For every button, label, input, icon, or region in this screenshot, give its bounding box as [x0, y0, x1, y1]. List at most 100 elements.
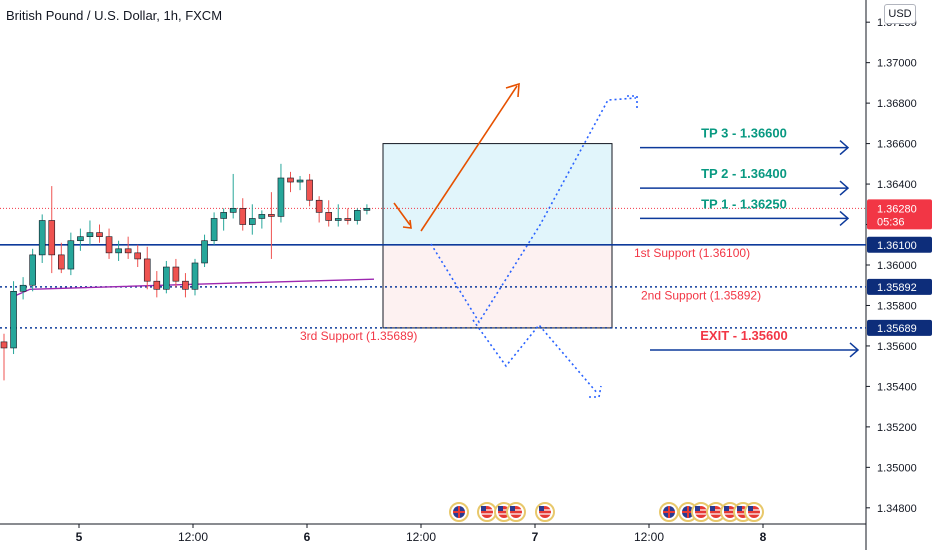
level-tag-value-1: 1.36100	[877, 240, 917, 252]
candle-body	[220, 212, 227, 219]
candle-body	[334, 218, 342, 221]
y-tick-label: 1.34800	[877, 503, 917, 515]
time-axis[interactable]: 5 12:00 6 12:00 7 12:00 8	[0, 523, 866, 544]
us-flag-icon[interactable]	[706, 502, 726, 522]
projection-path-down	[472, 319, 599, 395]
x-tick-label: 7	[532, 530, 539, 544]
profit-zone	[382, 143, 613, 246]
breakout-arrow-line	[420, 85, 518, 232]
currency-button[interactable]: USD	[884, 4, 916, 24]
target-arrow-head	[839, 210, 850, 226]
candle-body	[296, 179, 304, 183]
stop-zone	[382, 244, 613, 329]
y-tick-label: 1.36600	[877, 139, 917, 151]
candle-body	[57, 254, 65, 270]
support-label-3: 3rd Support (1.35689)	[300, 329, 417, 343]
y-tick-label: 1.36000	[877, 260, 917, 272]
breakout-arrow-head	[505, 82, 520, 98]
target-label-3: TP 1 - 1.36250	[701, 196, 787, 211]
target-label-1: TP 3 - 1.36600	[701, 126, 787, 141]
candle-body	[191, 262, 199, 290]
support-label-1: 1st Support (1.36100)	[634, 246, 750, 260]
level-tag-2	[867, 278, 932, 295]
target-label-2: TP 2 - 1.36400	[701, 166, 787, 181]
target-arrow-head	[849, 342, 860, 358]
candle-body	[48, 220, 56, 256]
candle-body	[354, 210, 361, 221]
candle-body	[77, 236, 84, 242]
y-tick-label: 1.35600	[877, 341, 917, 353]
candle-body	[277, 177, 285, 217]
y-tick-label: 1.37000	[877, 58, 917, 70]
level-tag-value-2: 1.35892	[877, 282, 917, 294]
candle-body	[258, 214, 266, 219]
y-tick-label: 1.36800	[877, 98, 917, 110]
candle-body	[163, 266, 170, 290]
support-levels: 1st Support (1.36100) 2nd Support (1.3589…	[0, 207, 866, 343]
projection-head-down	[589, 385, 602, 398]
target-arrow-head	[839, 180, 850, 196]
y-tick-label: 1.35200	[877, 422, 917, 434]
candle-body	[143, 258, 151, 282]
pullback-arrow-line	[393, 202, 411, 226]
projection-arrows	[393, 82, 638, 398]
candlesticks[interactable]	[0, 163, 371, 381]
candle-body	[10, 291, 17, 349]
candle-body	[134, 252, 141, 260]
projection-head-up	[627, 95, 638, 108]
candle-body	[38, 220, 46, 256]
us-flag-icon[interactable]	[477, 502, 497, 522]
target-labels: TP 3 - 1.36600 TP 2 - 1.36400 TP 1 - 1.362…	[640, 126, 860, 358]
chart-title: British Pound / U.S. Dollar, 1h, FXCM	[6, 8, 223, 23]
y-tick-label: 1.36400	[877, 179, 917, 191]
x-tick-label: 12:00	[634, 530, 664, 544]
level-tag-value-3: 1.35689	[877, 323, 917, 335]
level-tag-1	[867, 236, 932, 253]
price-scale[interactable]: 1.372001.370001.368001.366001.364001.362…	[865, 0, 917, 550]
risk-reward-zones	[382, 143, 613, 329]
current-price-tag	[867, 199, 932, 230]
x-tick-label: 8	[760, 530, 767, 544]
x-tick-label: 12:00	[178, 530, 208, 544]
us-flag-icon[interactable]	[691, 502, 711, 522]
candle-body	[315, 199, 323, 213]
candle-body	[325, 212, 333, 221]
us-flag-icon[interactable]	[506, 502, 526, 522]
candle-body	[363, 208, 371, 211]
us-flag-icon[interactable]	[744, 502, 764, 522]
candle-body	[172, 266, 180, 282]
candle-body	[67, 240, 75, 270]
y-tick-label: 1.35400	[877, 381, 917, 393]
candle-body	[29, 254, 36, 286]
economic-events[interactable]	[449, 502, 764, 522]
candle-body	[0, 341, 8, 349]
candle-body	[344, 218, 352, 221]
candle-body	[268, 214, 275, 217]
candle-body	[19, 284, 27, 292]
candle-body	[287, 177, 294, 183]
uk-flag-icon[interactable]	[659, 502, 679, 522]
level-tag-3	[867, 319, 932, 336]
y-tick-label: 1.35000	[877, 462, 917, 474]
us-flag-icon[interactable]	[535, 502, 555, 522]
candle-body	[229, 208, 237, 213]
candle-body	[182, 280, 189, 290]
x-tick-label: 5	[76, 530, 83, 544]
candle-body	[86, 232, 94, 237]
y-tick-label: 1.35800	[877, 300, 917, 312]
support-label-2: 2nd Support (1.35892)	[641, 288, 761, 302]
pullback-arrow-head	[402, 219, 412, 229]
uk-flag-icon[interactable]	[449, 502, 469, 522]
target-label-4: EXIT - 1.35600	[700, 328, 787, 343]
x-tick-label: 12:00	[406, 530, 436, 544]
candle-body	[210, 218, 218, 242]
candle-body	[153, 280, 161, 290]
candle-body	[105, 236, 113, 254]
candle-body	[115, 248, 122, 254]
candle-body	[249, 218, 256, 225]
candle-body	[201, 240, 208, 264]
candle-body	[96, 232, 103, 237]
projection-path-up	[430, 97, 637, 324]
